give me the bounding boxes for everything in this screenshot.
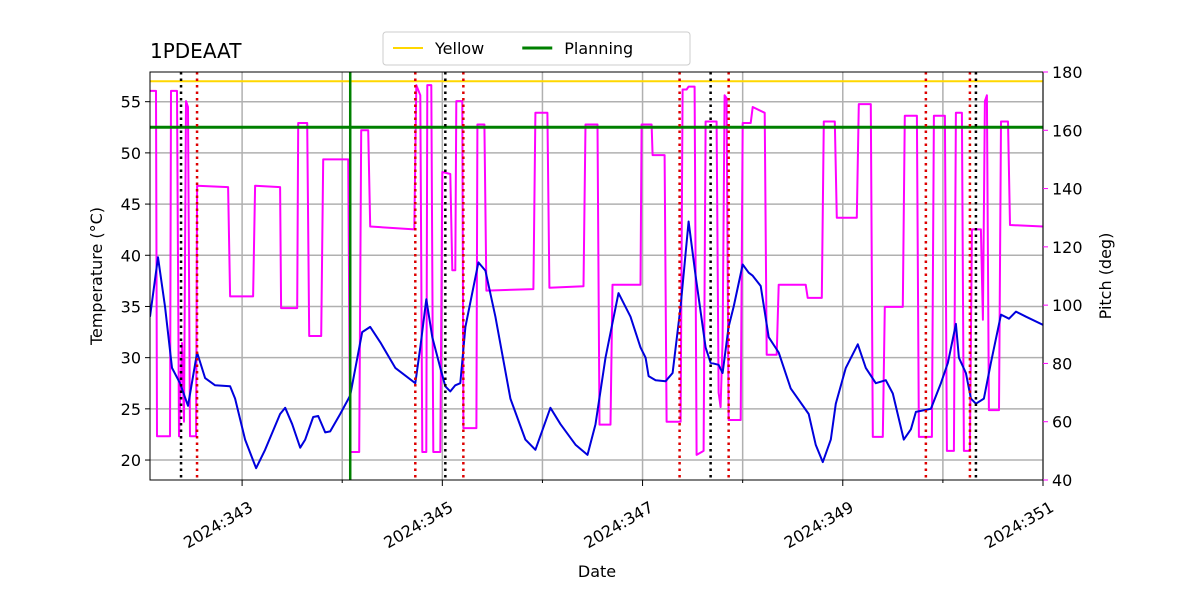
y-tick-label: 45 (121, 195, 141, 214)
y-tick-label: 25 (121, 400, 141, 419)
axes-frame (149, 71, 1044, 481)
x-tick-label: 2024:349 (781, 497, 857, 552)
legend-label: Yellow (434, 39, 484, 58)
data-line (150, 220, 1043, 470)
y2-tick-label: 60 (1052, 413, 1072, 432)
y-tick-label: 40 (121, 246, 141, 265)
y-tick-label: 55 (121, 93, 141, 112)
data-line (150, 84, 1043, 456)
x-axis-label: Date (578, 562, 616, 581)
chart-title: 1PDEAAT (150, 39, 242, 63)
y2-tick-label: 140 (1052, 180, 1083, 199)
y2-tick-label: 80 (1052, 354, 1072, 373)
x-tick-label: 2024:351 (981, 497, 1057, 552)
y-axis-label: Temperature (°C) (87, 207, 106, 346)
y-tick-label: 35 (121, 297, 141, 316)
y2-tick-label: 160 (1052, 121, 1083, 140)
y2-tick-label: 40 (1052, 471, 1072, 490)
y-tick-label: 30 (121, 349, 141, 368)
x-tick-label: 2024:347 (581, 497, 657, 552)
x-tick-label: 2024:343 (180, 497, 256, 552)
y-tick-label: 50 (121, 144, 141, 163)
y-tick-label: 20 (121, 451, 141, 470)
y2-axis-label: Pitch (deg) (1096, 233, 1115, 320)
plot-area (150, 72, 1043, 480)
y2-tick-label: 120 (1052, 238, 1083, 257)
x-tick-label: 2024:345 (380, 497, 456, 552)
y2-tick-label: 180 (1052, 63, 1083, 82)
legend-label: Planning (564, 39, 633, 58)
y2-tick-label: 100 (1052, 296, 1083, 315)
